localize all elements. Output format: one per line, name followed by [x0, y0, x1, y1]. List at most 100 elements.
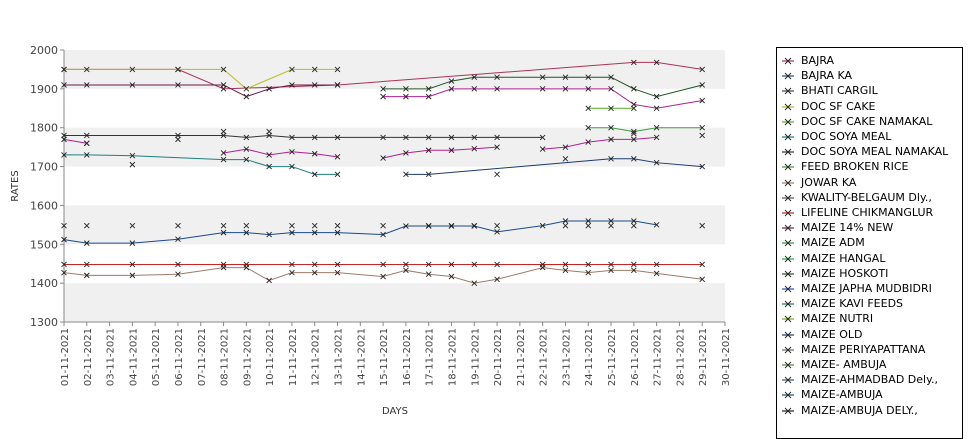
data-point: [220, 156, 227, 163]
data-point: [539, 222, 546, 229]
data-point: [334, 229, 341, 236]
data-point: [175, 66, 181, 73]
data-point: [403, 86, 409, 92]
data-point: [471, 74, 478, 81]
legend-label: DOC SF CAKE NAMAKAL: [801, 114, 933, 128]
legend-label: LIFELINE CHIKMANGLUR: [801, 206, 934, 219]
data-point: [494, 86, 500, 92]
legend-marker-icon: [782, 376, 794, 384]
data-point: [311, 269, 318, 276]
data-point: [585, 105, 592, 112]
legend-label: DOC SOYA MEAL NAMAKAL: [801, 145, 949, 159]
data-point: [83, 261, 90, 268]
legend-label: MAIZE NUTRI: [801, 312, 874, 326]
legend-label: MAIZE ADM: [801, 236, 865, 250]
x-tick-label: 12-11-2021: [311, 328, 322, 386]
x-tick-label: 02-11-2021: [83, 328, 94, 386]
y-tick-label: 1900: [30, 83, 58, 96]
data-point: [334, 82, 341, 88]
data-point: [562, 86, 569, 92]
legend-marker-icon: [782, 148, 794, 156]
series-maize-old: [403, 155, 706, 178]
data-point: [83, 152, 90, 158]
legend-marker-icon: [782, 103, 794, 110]
data-point: [494, 222, 500, 229]
legend-marker-icon: [782, 209, 794, 217]
data-point: [129, 261, 136, 268]
series-line: [382, 146, 498, 159]
data-point: [61, 152, 67, 158]
data-point: [494, 229, 500, 235]
data-point: [220, 150, 227, 156]
data-point: [243, 156, 250, 163]
legend-label: DOC SOYA MEAL: [801, 130, 892, 143]
data-point: [61, 222, 67, 229]
data-point: [631, 86, 637, 92]
data-point: [289, 261, 295, 268]
axes: [63, 50, 725, 323]
x-tick-label: 25-11-2021: [607, 328, 618, 386]
data-point: [403, 267, 409, 274]
data-point: [380, 273, 386, 280]
legend-label: DOC SF CAKE: [801, 99, 876, 113]
x-tick-label: 08-11-2021: [220, 328, 231, 386]
data-point: [289, 66, 295, 73]
data-point: [631, 136, 637, 143]
x-tick-label: 07-11-2021: [197, 328, 208, 386]
data-point: [425, 171, 432, 178]
data-point: [425, 222, 432, 229]
series-unnamed: [380, 144, 500, 161]
series-doc-sf-cake-namakal: [585, 105, 637, 112]
legend: BAJRA BAJRA KA BHATI CARGIL DOC SF CAKE DOC …: [776, 47, 963, 439]
data-point: [61, 136, 67, 143]
data-point: [243, 86, 250, 92]
y-tick-label: 1500: [30, 238, 58, 251]
data-point: [220, 222, 227, 229]
data-point: [562, 74, 569, 81]
x-tick-label: 03-11-2021: [106, 328, 117, 386]
data-point: [61, 82, 67, 88]
series-line: [223, 148, 338, 158]
data-point: [608, 222, 614, 229]
legend-label: MAIZE- AMBUJA: [801, 358, 887, 371]
x-tick-label: 26-11-2021: [630, 328, 641, 386]
data-point: [448, 273, 455, 280]
legend-label: MAIZE HANGAL: [801, 251, 886, 265]
data-point: [608, 124, 614, 131]
data-point: [653, 124, 660, 131]
legend-marker-icon: [782, 392, 794, 399]
data-point: [653, 59, 660, 66]
data-point: [334, 66, 341, 73]
x-tick-label: 13-11-2021: [334, 328, 345, 386]
x-tick-label: 19-11-2021: [470, 328, 481, 386]
data-point: [289, 269, 295, 276]
x-tick-label: 20-11-2021: [493, 328, 504, 386]
legend-label: MAIZE-AHMADBAD Dely.,: [801, 373, 939, 387]
data-point: [585, 222, 592, 229]
data-point: [562, 155, 569, 162]
data-point: [403, 171, 409, 178]
data-point: [61, 261, 67, 268]
legend-marker-icon: [782, 133, 794, 141]
x-tick-label: 09-11-2021: [242, 328, 253, 386]
data-point: [61, 269, 67, 276]
legend-label: MAIZE-AMBUJA DELY.,: [801, 403, 918, 417]
data-point: [243, 222, 250, 229]
legend-marker-icon: [782, 88, 794, 95]
data-point: [631, 128, 637, 135]
x-tick-label: 27-11-2021: [653, 328, 664, 386]
grid-bands: [64, 50, 725, 322]
data-point: [448, 134, 455, 141]
series-layer: [61, 59, 706, 286]
data-point: [403, 223, 409, 229]
data-point: [631, 101, 637, 108]
x-tick-label: 24-11-2021: [584, 328, 595, 386]
data-point: [471, 134, 478, 141]
grid-band: [64, 127, 725, 167]
data-point: [448, 147, 455, 154]
data-point: [425, 93, 432, 100]
data-point: [334, 154, 341, 160]
data-point: [334, 222, 341, 229]
data-point: [311, 134, 318, 141]
data-point: [631, 218, 637, 224]
